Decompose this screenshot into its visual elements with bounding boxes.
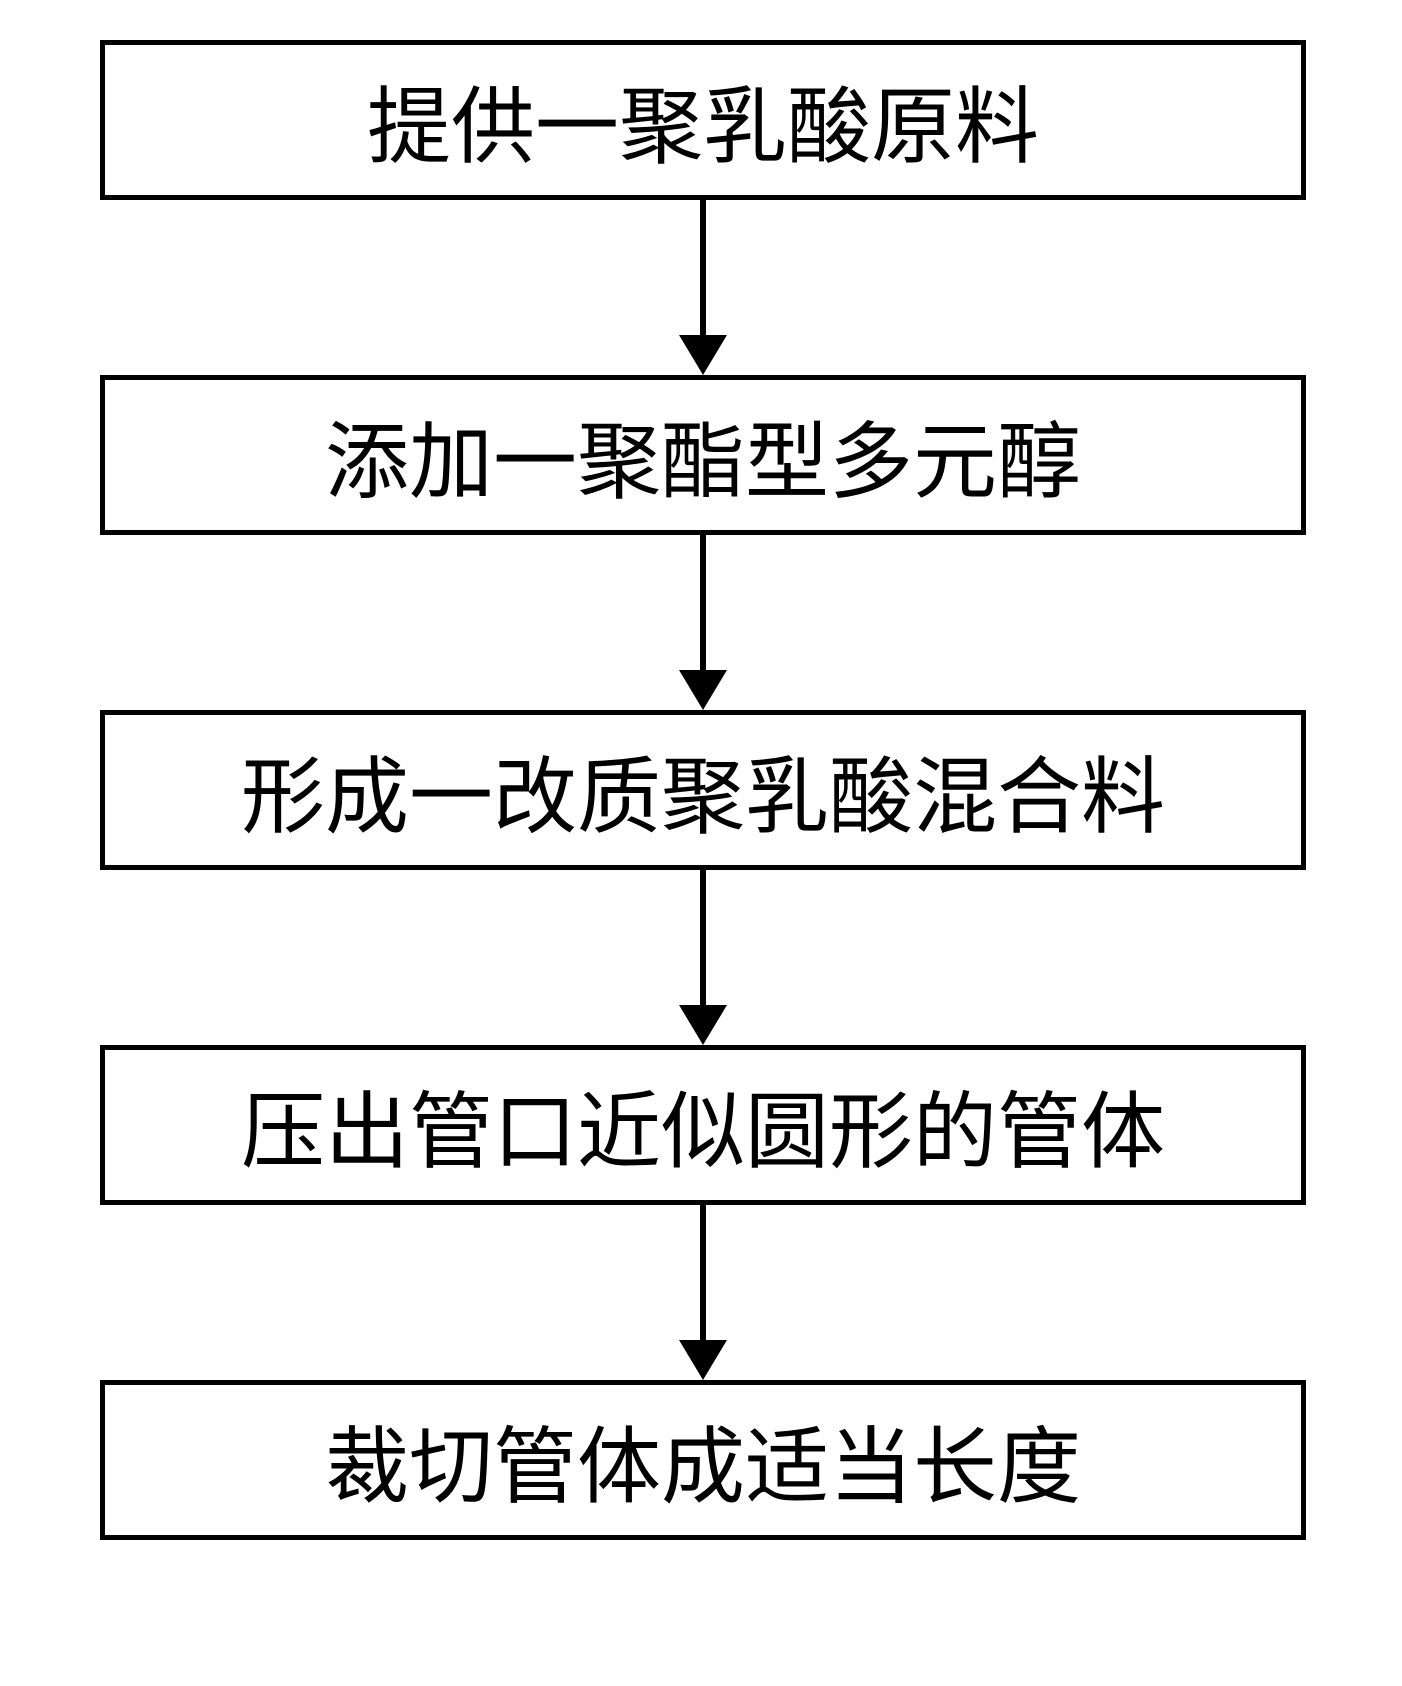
flow-node: 裁切管体成适当长度 [100,1380,1306,1540]
flow-arrow-line [700,1205,706,1340]
flow-node: 提供一聚乳酸原料 [100,40,1306,200]
flow-arrow-head-icon [679,670,727,710]
flow-arrow-line [700,870,706,1005]
flow-node-label: 压出管口近似圆形的管体 [241,1065,1165,1186]
flow-node: 形成一改质聚乳酸混合料 [100,710,1306,870]
flow-node: 压出管口近似圆形的管体 [100,1045,1306,1205]
flow-node-label: 形成一改质聚乳酸混合料 [241,730,1165,851]
flow-node-label: 添加一聚酯型多元醇 [325,395,1081,516]
flow-node-label: 提供一聚乳酸原料 [367,60,1039,181]
flow-arrow-head-icon [679,335,727,375]
flow-node: 添加一聚酯型多元醇 [100,375,1306,535]
flow-arrow-head-icon [679,1005,727,1045]
flow-arrow-line [700,200,706,335]
flow-arrow-line [700,535,706,670]
flowchart-canvas: 提供一聚乳酸原料 添加一聚酯型多元醇 形成一改质聚乳酸混合料 压出管口近似圆形的… [0,0,1402,1686]
flow-arrow-head-icon [679,1340,727,1380]
flow-node-label: 裁切管体成适当长度 [325,1400,1081,1521]
